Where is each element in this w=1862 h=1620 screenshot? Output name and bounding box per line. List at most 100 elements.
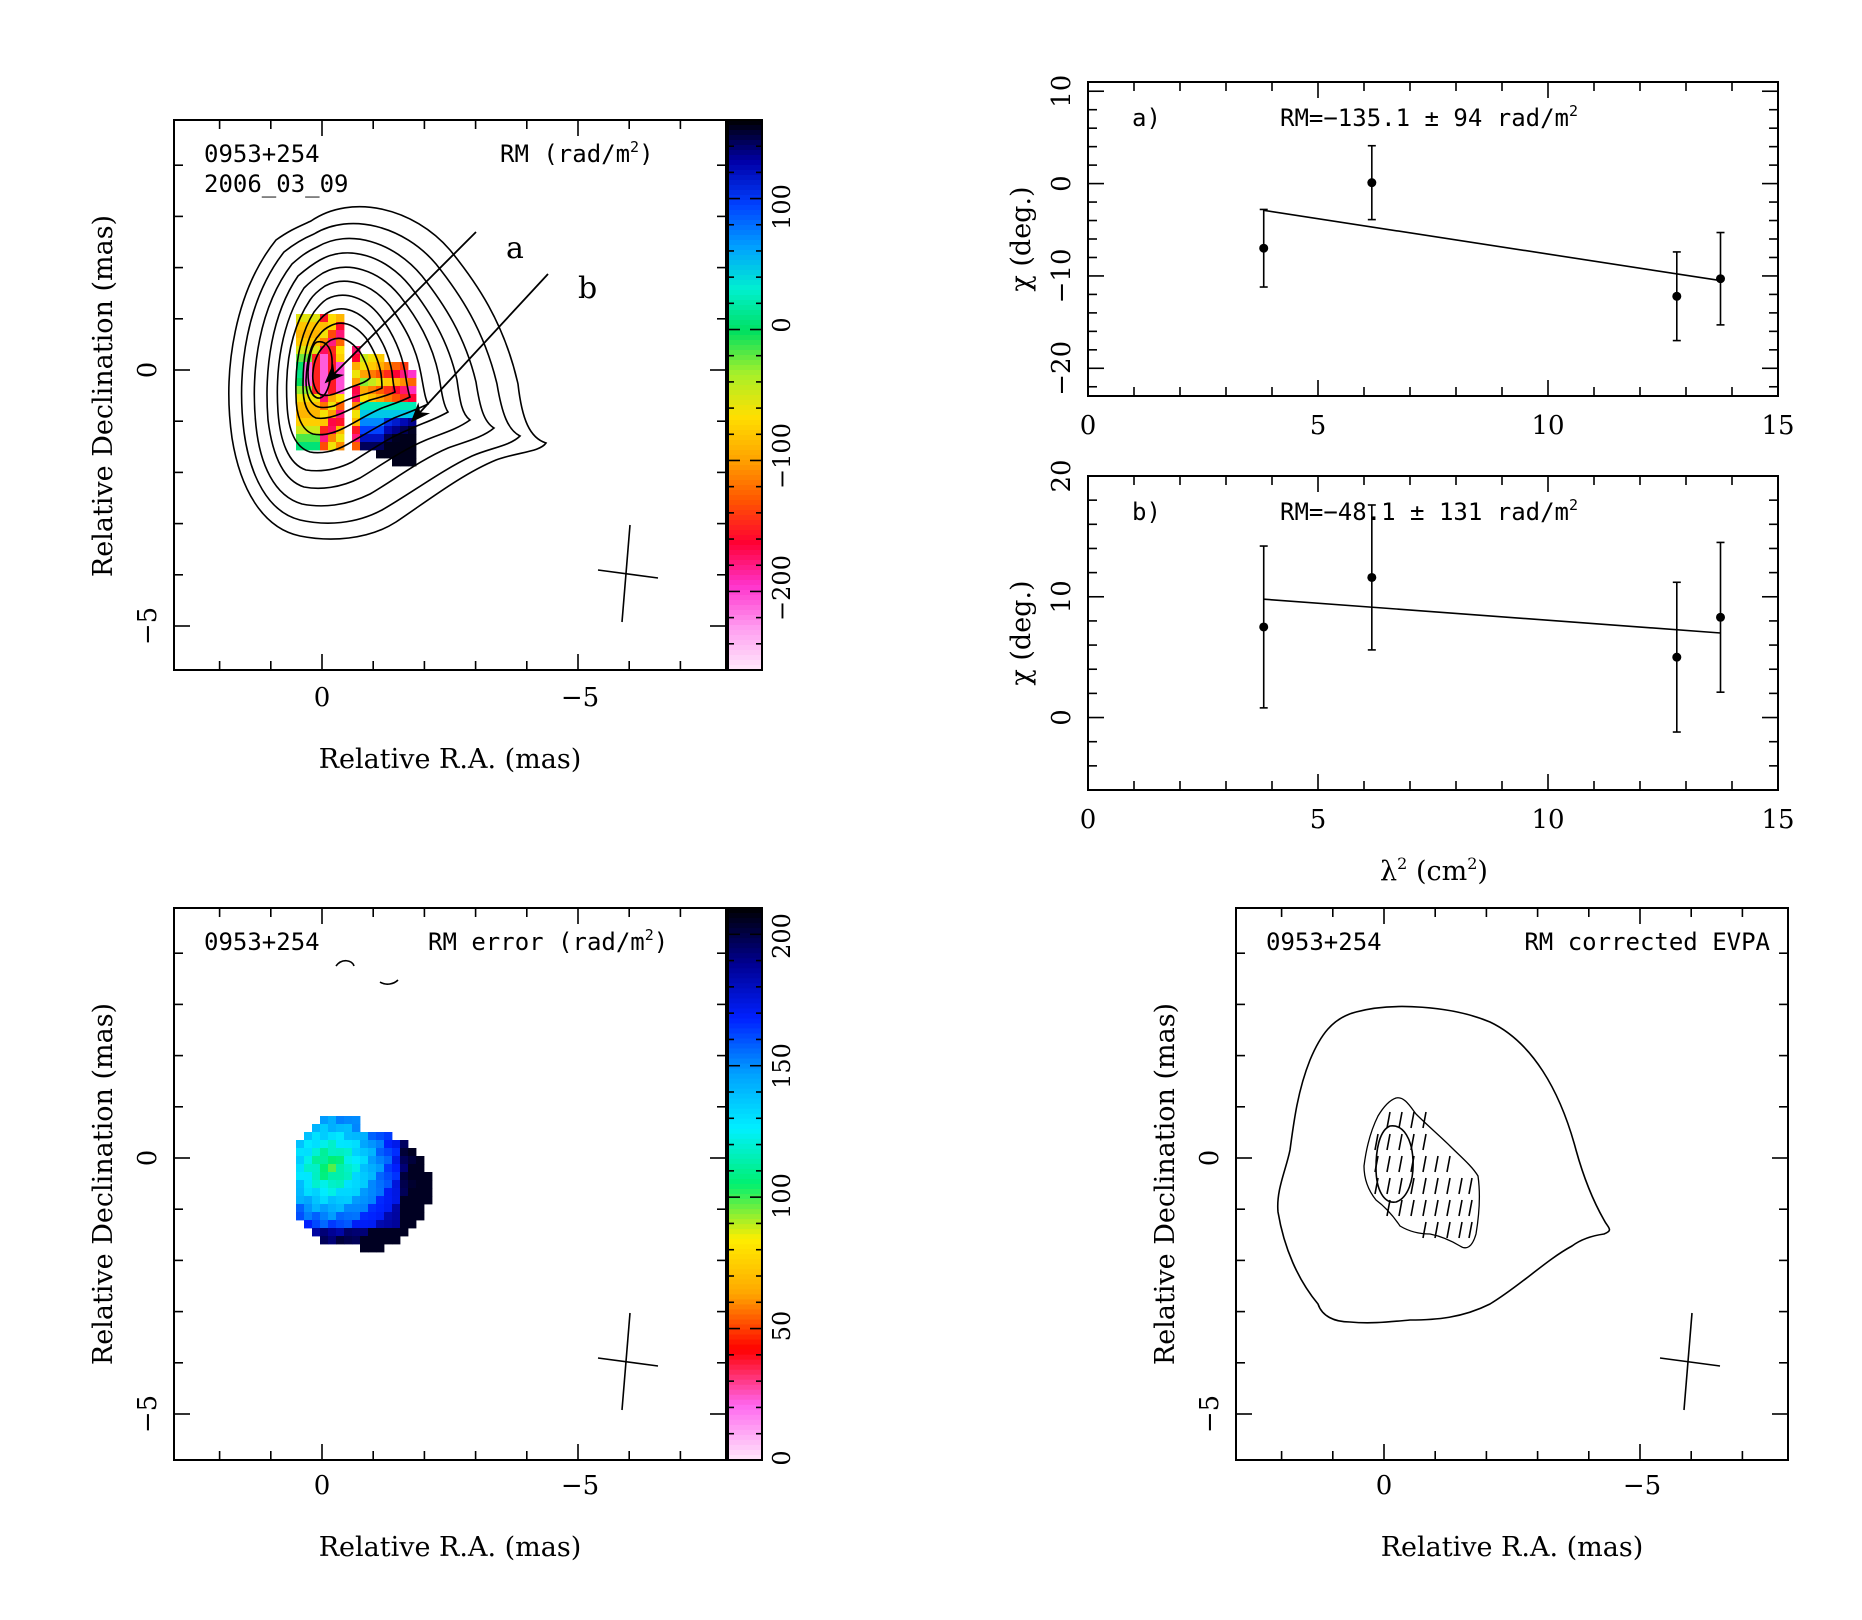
rm-pixel: [336, 378, 345, 387]
rm-error-pixel: [312, 1156, 321, 1165]
colorbar-cell: [728, 200, 762, 206]
rm-error-pixel: [376, 1228, 385, 1237]
fit-a-xtick-label: 15: [1761, 411, 1794, 441]
rm-error-pixel: [328, 1172, 337, 1181]
rm-error-pixel: [344, 1156, 353, 1165]
data-point: [1367, 178, 1377, 188]
rm-error-pixel: [360, 1180, 369, 1189]
colorbar-cell: [728, 1068, 762, 1075]
rm-error-pixel: [320, 1220, 329, 1229]
evpa-vector: [1398, 1111, 1403, 1129]
rm-error-pixel: [384, 1196, 393, 1205]
colorbar-cell: [728, 1399, 762, 1406]
evpa-vector: [1374, 1155, 1379, 1173]
rm-error-pixel: [408, 1204, 417, 1213]
rm-error-pixel: [296, 1212, 305, 1221]
colorbar-cell: [728, 530, 762, 536]
evpa-map-panel: 0953+254 RM corrected EVPA 0 −5 0 −5 Rel…: [1150, 907, 1789, 1563]
evpa-xtick-m5: −5: [1623, 1471, 1661, 1501]
colorbar-cell: [728, 170, 762, 176]
fit-b-ytick-label: 10: [1047, 580, 1077, 613]
rm-error-pixel: [368, 1188, 377, 1197]
rm-error-pixel: [320, 1116, 329, 1125]
rm-error-pixel: [312, 1204, 321, 1213]
evpa-vector: [1434, 1155, 1439, 1173]
evpa-vector: [1422, 1155, 1427, 1173]
fit-a-rm-annotation: RM=−135.1 ± 94 rad/m2: [1280, 102, 1578, 132]
rm-error-xtick-0: 0: [314, 1471, 331, 1501]
rm-pixel: [296, 402, 305, 411]
evpa-vector: [1446, 1155, 1451, 1173]
fit-b-panel: 0 5 10 15 20 10 0 b) RM=−48.1 ± 131 rad/m2 χ (…: [1006, 459, 1795, 887]
rm-error-pixel: [344, 1188, 353, 1197]
rm-pixel: [376, 362, 385, 371]
colorbar-cell: [728, 510, 762, 516]
rm-error-pixel: [336, 1236, 345, 1245]
rm-error-pixel: [392, 1172, 401, 1181]
evpa-source-label: 0953+254: [1266, 928, 1382, 956]
rm-error-quantity-label: RM error (rad/m2): [428, 926, 668, 956]
fit-b-line: [1263, 598, 1721, 634]
rm-error-pixel: [384, 1164, 393, 1173]
colorbar-cell: [728, 998, 762, 1004]
rm-pixel: [336, 354, 345, 363]
rm-pixel: [384, 418, 393, 427]
evpa-ylabel: Relative Declination (mas): [1150, 1003, 1181, 1365]
rm-error-pixel: [424, 1180, 433, 1189]
rm-pixel: [392, 442, 401, 451]
rm-pixel: [392, 378, 401, 387]
rm-pixel: [336, 330, 345, 339]
rm-pixel: [352, 354, 361, 363]
rm-error-pixel: [336, 1204, 345, 1213]
rm-error-pixel: [400, 1212, 409, 1221]
colorbar-cell: [728, 495, 762, 501]
beam-cross: [597, 524, 659, 623]
evpa-vector: [1468, 1221, 1473, 1239]
colorbar-cell: [728, 1008, 762, 1014]
evpa-vector: [1446, 1177, 1451, 1195]
rm-error-xlabel: Relative R.A. (mas): [319, 1532, 582, 1563]
colorbar-cell: [728, 130, 762, 136]
rm-error-pixel: [360, 1156, 369, 1165]
evpa-vector: [1446, 1199, 1451, 1217]
rm-pixel: [304, 346, 313, 355]
rm-pixel: [360, 386, 369, 395]
rm-error-pixel: [320, 1180, 329, 1189]
colorbar-cell: [728, 160, 762, 166]
rm-error-pixel: [384, 1148, 393, 1157]
evpa-vector: [1398, 1133, 1403, 1151]
colorbar-cell: [728, 640, 762, 646]
colorbar-cell: [728, 938, 762, 944]
rm-pixel: [328, 338, 337, 347]
rm-error-pixel: [328, 1220, 337, 1229]
evpa-vector: [1422, 1199, 1427, 1217]
rm-pixel: [392, 394, 401, 403]
colorbar-cell: [728, 400, 762, 406]
evpa-vector: [1374, 1133, 1379, 1151]
rm-error-pixel: [320, 1164, 329, 1173]
rm-error-pixel: [344, 1124, 353, 1133]
rm-error-pixel: [416, 1180, 425, 1189]
rm-colorbar: [728, 120, 762, 671]
rm-pixel: [328, 394, 337, 403]
rm-pixel: [368, 418, 377, 427]
rm-pixel: [376, 354, 385, 363]
rm-pixel: [368, 442, 377, 451]
rm-error-pixel: [312, 1164, 321, 1173]
rm-pixel: [376, 450, 385, 459]
colorbar-cell: [728, 285, 762, 291]
data-point: [1672, 652, 1682, 662]
colorbar-cell: [728, 1053, 762, 1060]
rm-error-pixel: [416, 1204, 425, 1213]
colorbar-cell: [728, 340, 762, 346]
evpa-vector: [1410, 1133, 1415, 1151]
colorbar-cell: [728, 435, 762, 441]
evpa-ytick-m5: −5: [1195, 1395, 1225, 1433]
rm-error-pixel: [336, 1156, 345, 1165]
colorbar-cell: [728, 230, 762, 236]
colorbar-cell: [728, 560, 762, 566]
colorbar-cell: [728, 1158, 762, 1165]
rm-error-pixel: [304, 1140, 313, 1149]
colorbar-cell: [728, 470, 762, 476]
rm-error-pixel: [408, 1196, 417, 1205]
